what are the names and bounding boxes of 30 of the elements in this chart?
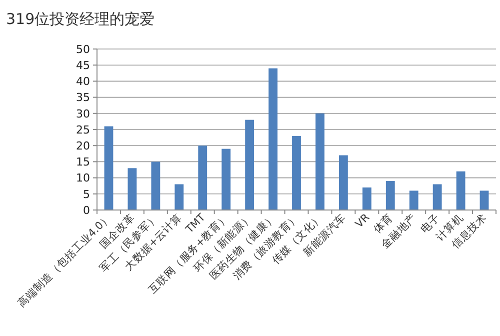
x-tick-label: VR	[353, 212, 372, 230]
y-tick-label: 50	[76, 42, 90, 56]
chart-title: 319位投资经理的宠爱	[6, 10, 155, 28]
bar	[456, 171, 466, 210]
bar	[409, 190, 418, 210]
bar	[268, 68, 278, 210]
bar	[198, 146, 208, 210]
bar	[104, 126, 114, 210]
y-tick-label: 5	[83, 188, 90, 201]
y-tick-label: 30	[76, 107, 90, 120]
y-tick-label: 35	[76, 91, 90, 104]
bar	[174, 184, 184, 210]
y-tick-label: 45	[76, 58, 90, 72]
bar	[245, 120, 254, 210]
bar	[386, 181, 395, 210]
bar	[128, 168, 137, 210]
y-tick-label: 0	[83, 204, 90, 217]
y-tick-label: 10	[76, 172, 90, 185]
bar	[338, 155, 348, 210]
bar	[151, 162, 160, 210]
bar	[222, 148, 231, 210]
bar	[432, 184, 442, 210]
bar	[480, 190, 489, 210]
y-tick-label: 15	[76, 156, 90, 169]
y-tick-label: 40	[76, 75, 90, 88]
bar	[362, 187, 372, 210]
y-tick-label: 20	[76, 139, 90, 152]
bar	[316, 113, 324, 210]
y-tick-label: 25	[76, 123, 90, 136]
bar	[292, 136, 301, 210]
